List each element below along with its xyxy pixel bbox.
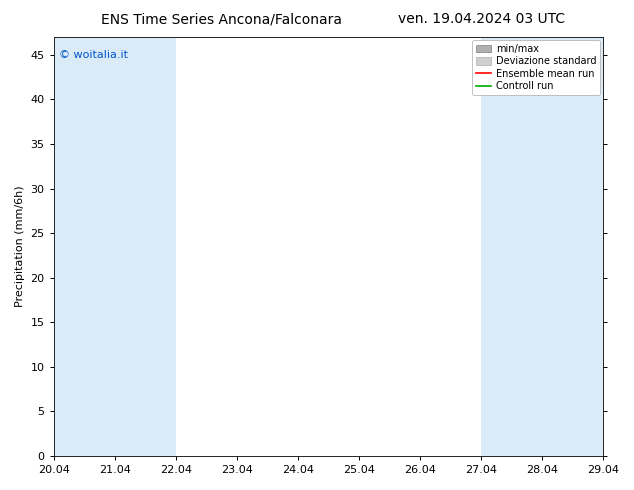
Legend: min/max, Deviazione standard, Ensemble mean run, Controll run: min/max, Deviazione standard, Ensemble m… [472, 40, 600, 95]
Bar [603, 37, 634, 456]
Bar [54, 37, 176, 456]
Y-axis label: Precipitation (mm/6h): Precipitation (mm/6h) [15, 186, 25, 307]
Text: ENS Time Series Ancona/Falconara: ENS Time Series Ancona/Falconara [101, 12, 342, 26]
Bar [481, 37, 603, 456]
Text: ven. 19.04.2024 03 UTC: ven. 19.04.2024 03 UTC [398, 12, 566, 26]
Text: © woitalia.it: © woitalia.it [59, 49, 128, 60]
